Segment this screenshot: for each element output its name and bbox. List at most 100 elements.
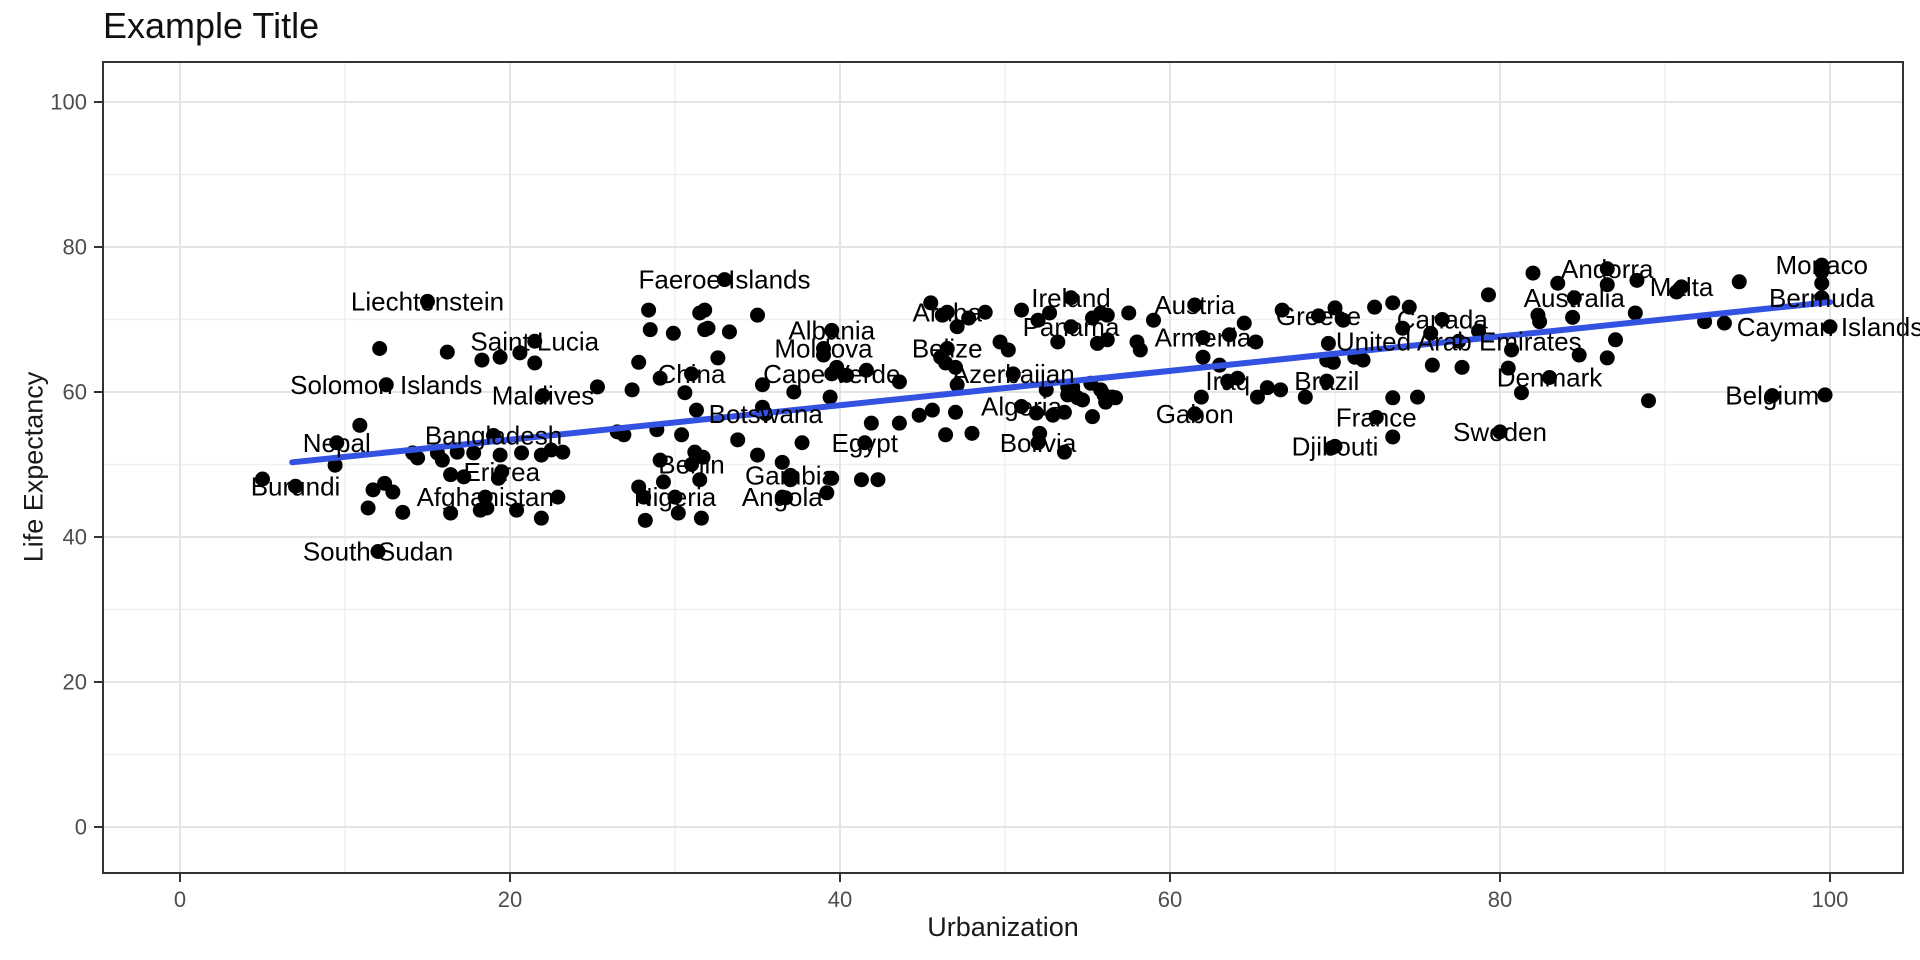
- country-label: Solomon Islands: [290, 370, 482, 400]
- data-point: [1028, 405, 1044, 421]
- data-point-nepal: [329, 435, 345, 451]
- data-point-belgium: [1764, 388, 1780, 404]
- data-point-iraq: [1220, 373, 1236, 389]
- country-label: Aruba: [913, 297, 983, 327]
- data-point: [466, 445, 482, 461]
- data-point: [456, 469, 472, 485]
- panel-border: [102, 61, 1904, 874]
- data-point-algeria: [1014, 399, 1029, 414]
- data-point: [1550, 275, 1566, 291]
- data-point: [652, 370, 668, 386]
- data-point-azerbaijan: [1005, 366, 1021, 382]
- country-label: Faeroe Islands: [639, 265, 811, 295]
- country-label: South Sudan: [303, 537, 453, 567]
- data-point: [858, 362, 874, 378]
- data-point: [977, 304, 993, 320]
- data-point: [1325, 354, 1341, 370]
- country-label: Egypt: [832, 428, 899, 458]
- data-point: [948, 359, 963, 375]
- country-label: China: [658, 359, 726, 389]
- data-point: [1814, 275, 1830, 291]
- data-point: [870, 472, 886, 488]
- data-point: [824, 470, 840, 486]
- data-point-egypt: [857, 435, 873, 451]
- y-tick-label: 60: [63, 380, 87, 405]
- country-label: Panama: [1023, 312, 1120, 342]
- data-point: [512, 345, 528, 361]
- country-label: Botswana: [709, 399, 824, 429]
- country-label: Iraq: [1205, 366, 1250, 396]
- data-point-aruba: [939, 304, 955, 320]
- data-point: [434, 452, 450, 468]
- data-point-moldova: [816, 341, 831, 356]
- country-label: Eritrea: [463, 457, 540, 487]
- x-tick-label: 20: [498, 887, 522, 912]
- data-point: [352, 417, 368, 433]
- country-label: Sweden: [1453, 417, 1547, 447]
- data-point: [372, 341, 388, 356]
- data-point: [1274, 302, 1290, 318]
- data-point-albania: [824, 322, 840, 338]
- data-point: [961, 310, 977, 326]
- data-point: [1042, 305, 1058, 321]
- data-point: [1030, 312, 1046, 328]
- data-point: [863, 415, 879, 431]
- country-label: Liechtenstein: [351, 286, 504, 316]
- data-point-cape-verde: [824, 366, 840, 382]
- data-point: [636, 489, 652, 505]
- data-point: [1367, 299, 1383, 315]
- data-point: [1627, 305, 1643, 321]
- country-label: Cayman Islands: [1737, 312, 1920, 342]
- country-label: Denmark: [1497, 363, 1603, 393]
- data-point: [514, 445, 530, 461]
- data-point: [1525, 265, 1541, 281]
- data-point: [710, 350, 726, 366]
- data-point: [492, 447, 508, 463]
- data-point-ireland: [1063, 290, 1079, 306]
- country-label: Brazil: [1294, 366, 1359, 396]
- country-label: Afghanistan: [417, 482, 554, 512]
- data-point: [1480, 287, 1496, 303]
- data-point: [1608, 332, 1623, 348]
- x-axis-title: Urbanization: [927, 912, 1079, 942]
- data-point: [385, 484, 401, 500]
- data-point: [443, 505, 459, 521]
- country-label: Saint Lucia: [470, 326, 599, 356]
- data-point: [1056, 404, 1072, 420]
- y-tick-label: 20: [63, 670, 87, 695]
- data-point: [1629, 272, 1645, 288]
- data-point: [543, 442, 559, 458]
- country-label: Bolivia: [1000, 428, 1077, 458]
- data-point: [674, 427, 690, 443]
- data-point-faeroe-islands: [717, 272, 732, 288]
- data-point: [1395, 320, 1411, 336]
- data-point: [641, 302, 657, 318]
- data-point: [911, 407, 927, 423]
- data-point: [642, 322, 658, 338]
- data-point: [1249, 389, 1265, 405]
- data-point-australia: [1566, 290, 1582, 306]
- country-label: United Arab Emirates: [1336, 326, 1582, 356]
- data-point-denmark: [1542, 370, 1557, 385]
- country-label: Belize: [912, 334, 983, 364]
- data-point-monaco: [1814, 257, 1830, 273]
- data-point-gabon: [1187, 406, 1203, 422]
- country-label: Algeria: [981, 392, 1062, 422]
- country-label: Nepal: [303, 428, 371, 458]
- data-point-bolivia: [1030, 435, 1046, 451]
- data-point: [1221, 327, 1237, 343]
- data-point-saint-lucia: [527, 333, 543, 349]
- country-label: Monaco: [1776, 250, 1869, 280]
- country-label: Maldives: [492, 381, 595, 411]
- data-point: [1121, 305, 1137, 321]
- data-point-solomon-islands: [378, 377, 394, 393]
- data-point-brazil: [1319, 373, 1335, 389]
- data-point: [631, 354, 647, 370]
- data-point-france: [1368, 409, 1384, 425]
- country-label: Greece: [1276, 301, 1361, 331]
- country-label: Austria: [1154, 290, 1235, 320]
- data-point: [1193, 389, 1209, 405]
- data-point: [1236, 315, 1252, 331]
- data-point: [1000, 342, 1016, 358]
